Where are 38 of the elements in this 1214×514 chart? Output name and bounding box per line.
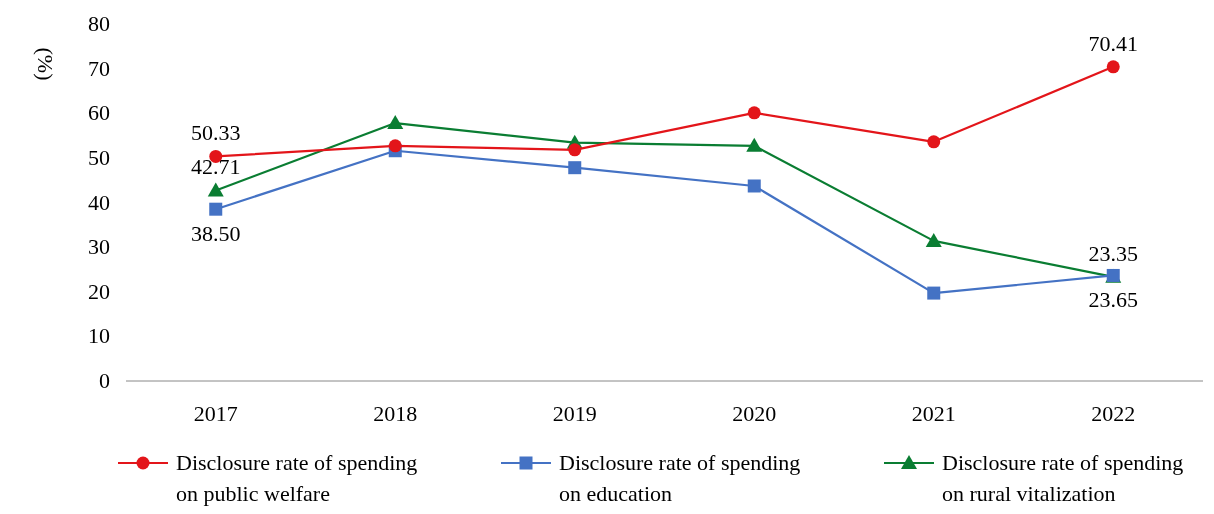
y-tick-label: 40 xyxy=(88,189,110,215)
data-label: 38.50 xyxy=(191,221,241,247)
x-tick-label: 2020 xyxy=(732,401,777,426)
data-label: 70.41 xyxy=(1088,30,1138,56)
y-tick-label: 50 xyxy=(88,144,110,170)
y-tick-label: 20 xyxy=(88,278,110,304)
data-label: 23.65 xyxy=(1088,287,1138,313)
point xyxy=(747,106,761,120)
point xyxy=(927,286,941,300)
point xyxy=(568,143,582,157)
y-tick-label: 0 xyxy=(99,368,110,393)
data-label: 23.35 xyxy=(1088,240,1138,266)
y-tick-label: 30 xyxy=(88,234,110,260)
y-tick-label: 60 xyxy=(88,100,110,126)
x-tick-label: 2019 xyxy=(552,401,597,426)
legend-label: Disclosure rate of spending on education xyxy=(559,450,801,506)
x-tick-label: 2021 xyxy=(911,401,956,426)
point xyxy=(209,202,223,216)
legend-label: Disclosure rate of spending on public welfare xyxy=(176,450,418,506)
point xyxy=(568,161,582,175)
x-tick-label: 2018 xyxy=(373,401,418,426)
y-axis-title: (%) xyxy=(33,47,58,81)
legend-label: Disclosure rate of spending on rural vitalization xyxy=(942,450,1184,506)
point xyxy=(925,232,942,247)
point xyxy=(747,179,761,193)
point xyxy=(388,139,402,153)
point xyxy=(927,135,941,149)
y-tick-label: 80 xyxy=(88,11,110,36)
x-tick-label: 2022 xyxy=(1091,401,1136,426)
point xyxy=(387,115,404,130)
point xyxy=(207,182,224,197)
point xyxy=(1106,60,1120,74)
x-tick-label: 2017 xyxy=(193,401,238,426)
y-tick-label: 10 xyxy=(88,323,110,349)
data-label: 42.71 xyxy=(191,154,241,180)
y-tick-label: 70 xyxy=(88,55,110,81)
point xyxy=(746,137,763,152)
data-label: 50.33 xyxy=(191,120,241,146)
